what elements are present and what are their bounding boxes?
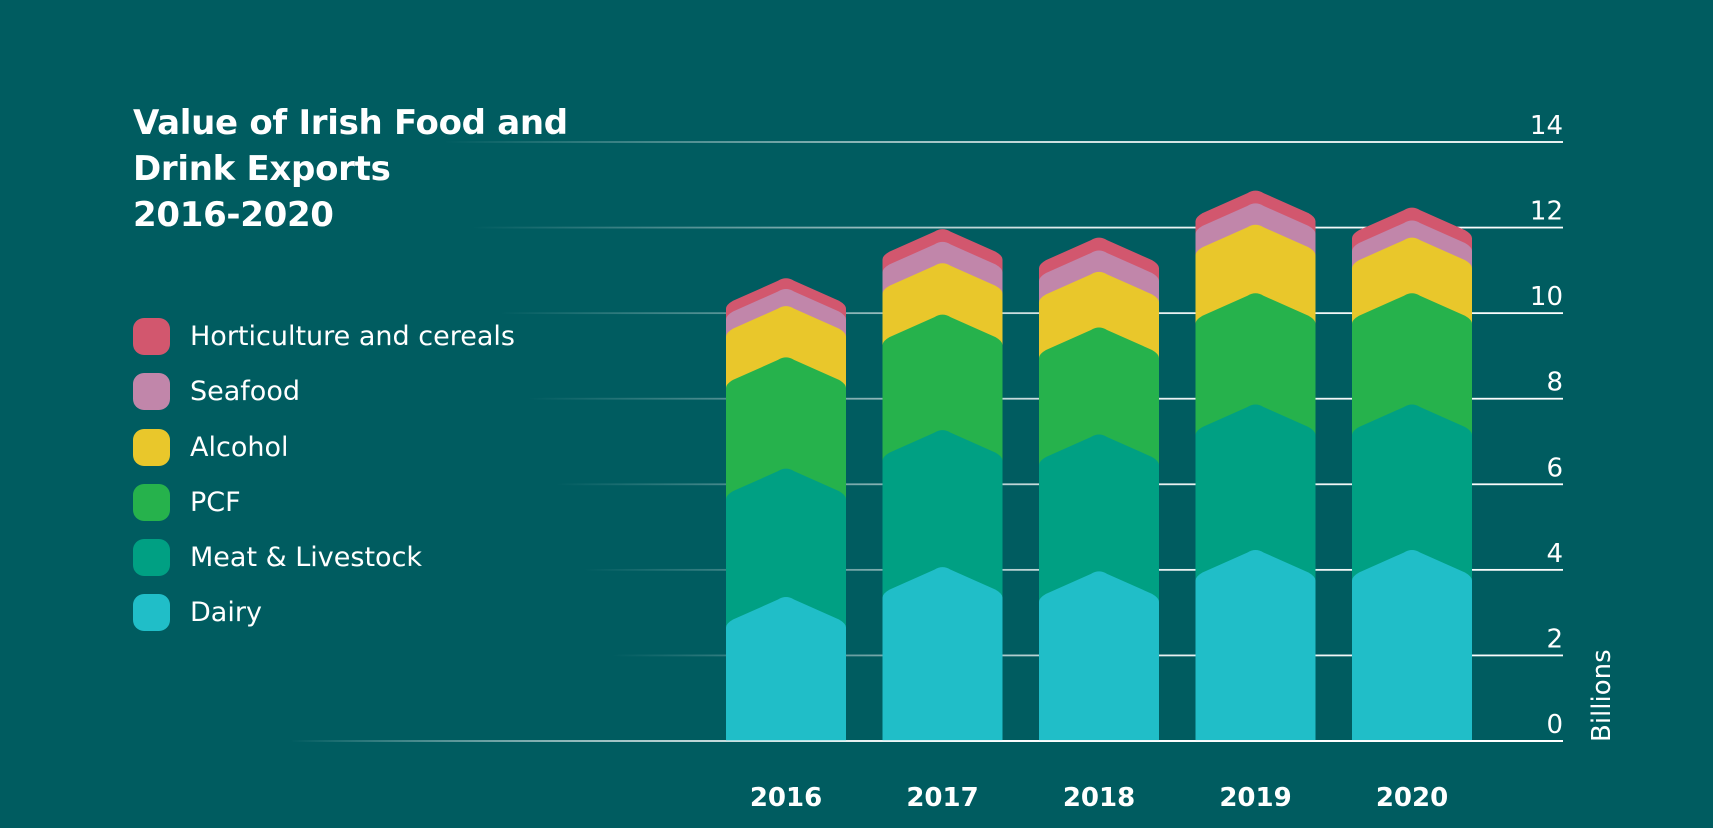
bar-stack-2017: [882, 229, 1003, 742]
x-tick-label: 2018: [1063, 783, 1135, 813]
legend-item-pcf: PCF: [133, 483, 515, 521]
y-tick-label: 4: [1546, 539, 1563, 569]
bar-stack-2020: [1352, 207, 1472, 741]
x-tick-label: 2019: [1219, 783, 1291, 813]
chart-title-line: Drink Exports: [133, 149, 391, 189]
legend-swatch-meat-livestock: [133, 539, 170, 577]
y-axis-label: Billions: [1587, 649, 1617, 742]
legend-item-horticulture: Horticulture and cereals: [133, 318, 515, 355]
y-tick-label: 12: [1530, 197, 1563, 227]
bar-segment: [726, 597, 846, 741]
chart-title-line: Value of Irish Food and: [133, 103, 568, 143]
gridline: [444, 141, 1563, 143]
legend-swatch-horticulture: [133, 318, 170, 355]
x-axis-baseline: [290, 740, 1563, 742]
legend-label-pcf: PCF: [190, 486, 241, 518]
bar-segment: [1352, 549, 1472, 741]
legend-label-meat-livestock: Meat & Livestock: [190, 542, 423, 574]
legend-item-dairy: Dairy: [133, 594, 515, 632]
legend-swatch-pcf: [133, 483, 170, 521]
x-axis-ticks: 2016 2017 2018 2019 2020: [750, 783, 1448, 813]
chart-title-line: 2016-2020: [133, 195, 334, 235]
y-tick-label: 2: [1546, 624, 1563, 654]
gridline: [472, 226, 1563, 229]
y-tick-label: 10: [1530, 282, 1563, 312]
legend-item-meat-livestock: Meat & Livestock: [133, 539, 515, 577]
x-tick-label: 2020: [1376, 783, 1448, 813]
chart-title: Value of Irish Food and Drink Exports 20…: [133, 100, 568, 238]
bar-segment: [1039, 571, 1159, 741]
legend-label-dairy: Dairy: [190, 597, 262, 629]
bars: [726, 190, 1472, 742]
x-tick-label: 2016: [750, 783, 822, 813]
bar-stack-2019: [1195, 190, 1316, 742]
legend-label-horticulture: Horticulture and cereals: [190, 321, 515, 352]
chart-legend: Horticulture and cereals Seafood Alcohol…: [133, 318, 515, 650]
bar-stack-2016: [726, 278, 846, 741]
y-tick-label: 0: [1546, 710, 1563, 740]
y-tick-label: 8: [1546, 368, 1563, 398]
legend-swatch-alcohol: [133, 428, 170, 466]
legend-item-alcohol: Alcohol: [133, 428, 515, 466]
y-tick-label: 6: [1546, 453, 1563, 483]
legend-swatch-dairy: [133, 594, 170, 632]
legend-item-seafood: Seafood: [133, 373, 515, 411]
x-tick-label: 2017: [906, 783, 978, 813]
bar-stack-2018: [1039, 237, 1159, 741]
gridline: [500, 312, 1563, 315]
legend-label-seafood: Seafood: [190, 376, 300, 408]
bar-segment: [882, 567, 1003, 741]
legend-label-alcohol: Alcohol: [190, 431, 289, 463]
bar-segment: [1195, 549, 1316, 741]
legend-swatch-seafood: [133, 373, 170, 411]
y-tick-label: 14: [1530, 111, 1563, 141]
y-axis-ticks: 0 2 4 6 8 10 12 14: [1530, 111, 1563, 740]
